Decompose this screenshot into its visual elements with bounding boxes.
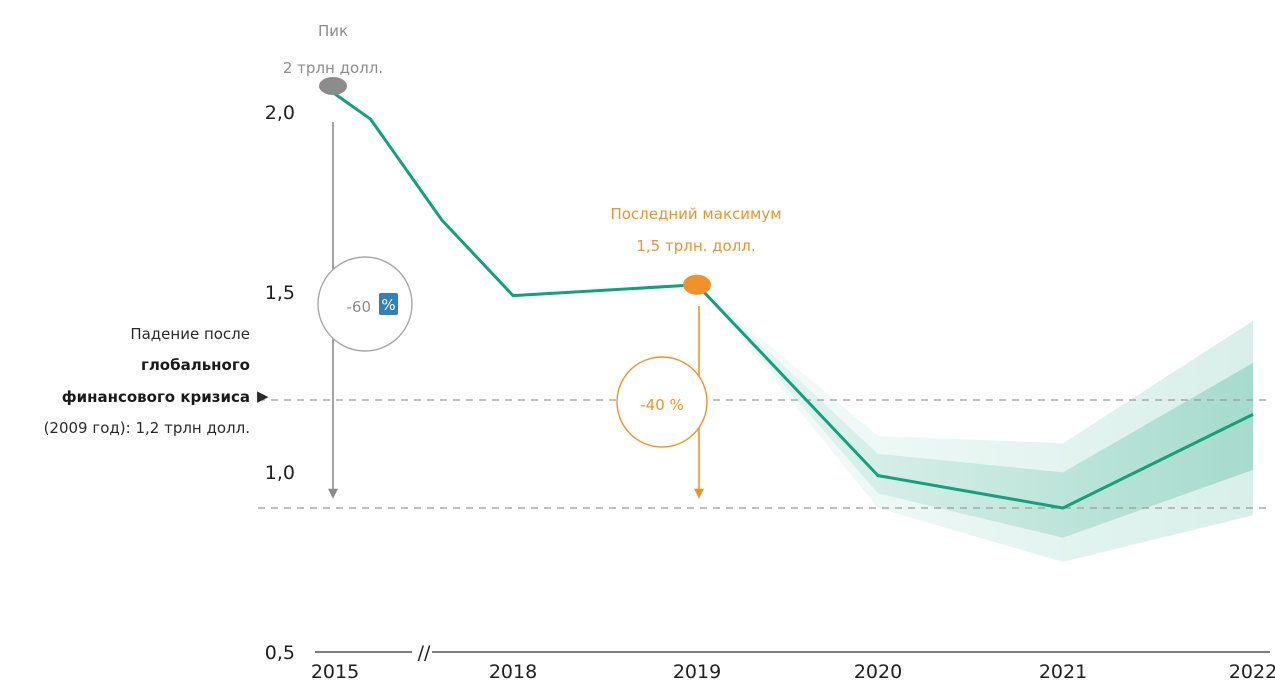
series-line [334, 92, 1254, 510]
gfc-label-line3: финансового кризиса [62, 388, 250, 406]
y-tick-label: 1,0 [265, 462, 295, 484]
last-max-drop-label: -40 % [640, 396, 684, 414]
last-max-label-line2: 1,5 трлн. долл. [636, 237, 755, 255]
peak-drop-label: -60 [347, 298, 372, 316]
peak-drop-arrowhead [328, 488, 338, 499]
gfc-label-line1: Падение после [130, 325, 250, 343]
peak-drop-pct-highlight [379, 293, 398, 315]
x-tick-label: 2022 [1229, 661, 1275, 683]
x-tick-label: 2019 [673, 661, 721, 683]
x-tick-label: 2021 [1039, 661, 1087, 683]
last-max-marker [683, 274, 711, 295]
peak-drop-pct-sign: % [381, 296, 395, 314]
peak-drop-circle [317, 256, 413, 352]
gfc-arrow-icon: ▶ [257, 387, 269, 405]
peak-label-line2: 2 трлн долл. [283, 59, 383, 77]
y-tick-label: 1,5 [265, 282, 295, 304]
gfc-label-line2: глобального [141, 356, 250, 374]
gfc-label-line4: (2009 год): 1,2 трлн долл. [44, 419, 250, 437]
x-tick-label: 2020 [854, 661, 902, 683]
y-tick-label: 0,5 [265, 642, 295, 664]
peak-marker [319, 77, 347, 95]
last-max-drop-circle [616, 356, 708, 448]
x-tick-label: 2015 [311, 661, 359, 683]
last-max-label-line1: Последний максимум [610, 205, 781, 223]
axis-break-symbol: // [418, 642, 431, 664]
peak-label-line1: Пик [318, 22, 348, 40]
x-tick-label: 2018 [489, 661, 537, 683]
y-tick-label: 2,0 [265, 102, 295, 124]
forecast-band-inner [697, 284, 1253, 538]
last-max-drop-arrowhead [694, 488, 704, 499]
